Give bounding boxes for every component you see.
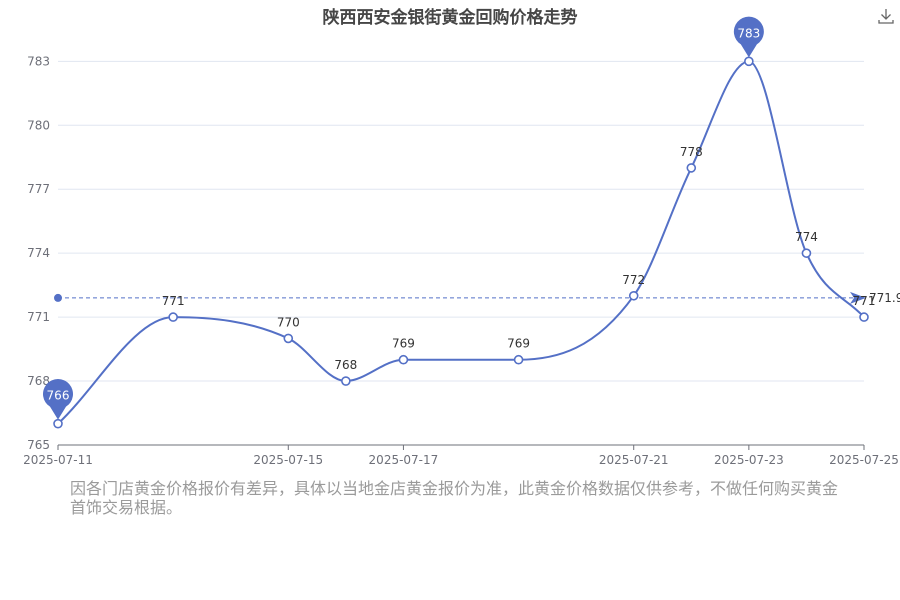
data-point [283,333,294,344]
y-tick-label: 771 [27,310,50,324]
x-axis: 2025-07-11 2025-07-15 2025-07-17 2025-07-21… [23,444,899,467]
data-points [53,56,869,429]
average-line: 771.9 [54,291,900,305]
average-line-arrow [850,291,866,304]
series-path [57,60,865,425]
data-point [398,354,409,365]
data-point [513,354,524,365]
average-line-label: 771.9 [869,291,900,305]
data-point [53,418,63,429]
x-tick-label: 2025-07-11 [23,453,93,467]
data-label: 771 [853,294,876,308]
y-tick-label: 774 [27,246,50,260]
grid-lines [58,60,864,382]
x-tick-label: 2025-07-21 [599,453,669,467]
y-tick-label: 783 [27,54,50,68]
series-line [57,60,865,425]
download-icon[interactable] [876,6,896,26]
y-tick-label: 768 [27,374,50,388]
data-label: 769 [392,337,415,351]
extreme-markers: 783 766 [43,16,764,420]
y-axis: 765 768 771 774 777 780 783 [27,54,50,452]
data-point [341,376,351,386]
max-marker-label: 783 [737,26,760,40]
data-labels: 771 770 768 769 769 772 778 774 771 [162,145,876,372]
y-tick-label: 765 [27,438,50,452]
data-point [686,163,697,173]
data-point [628,290,639,301]
data-point [744,56,754,67]
chart-title: 陕西西安金银街黄金回购价格走势 [322,8,578,28]
data-label: 769 [507,337,530,351]
data-label: 770 [277,315,300,329]
data-point [859,312,869,322]
data-label: 772 [622,273,645,287]
data-label: 768 [334,358,357,372]
average-line-start-dot [54,293,62,302]
data-point [801,248,812,258]
disclaimer-note: 因各门店黄金价格报价有差异，具体以当地金店黄金报价为准，此黄金价格数据仅供参考，… [70,479,839,517]
x-tick-label: 2025-07-23 [714,453,784,467]
min-marker-label: 766 [47,389,70,403]
data-label: 774 [795,230,818,244]
max-marker-pin [733,16,764,58]
x-tick-label: 2025-07-25 [829,453,899,467]
x-tick-label: 2025-07-15 [253,453,323,467]
data-point [168,312,178,322]
min-marker-pin [43,378,73,420]
y-tick-label: 780 [27,118,50,132]
data-label: 771 [162,294,185,308]
data-label: 778 [680,145,703,159]
y-tick-label: 777 [27,182,50,196]
x-tick-label: 2025-07-17 [369,453,439,467]
